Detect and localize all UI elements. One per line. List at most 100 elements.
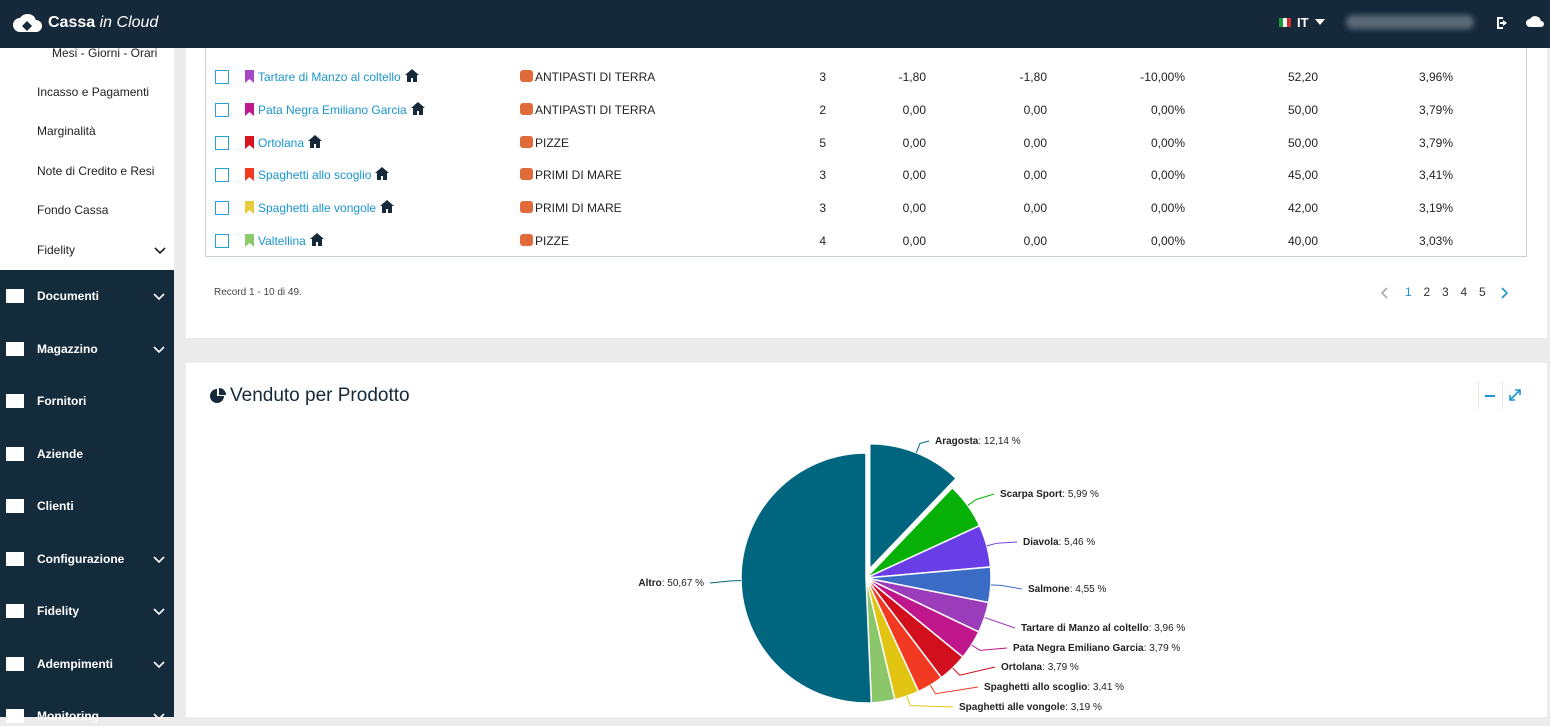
cell-value: 0,00% <box>1150 234 1185 248</box>
cell-value: 45,00 <box>1287 168 1318 183</box>
submenu-item[interactable]: Fidelity <box>37 242 76 257</box>
cell-value: 0,00 <box>902 102 926 117</box>
product-name[interactable]: Ortolana <box>258 135 305 150</box>
menu-item[interactable]: Documenti <box>37 289 100 303</box>
cell-value: 3 <box>819 168 826 183</box>
table-box <box>205 48 1527 257</box>
cell-value: 3 <box>819 201 826 216</box>
cell-value: 0,00 <box>1023 168 1047 183</box>
label-name: Spaghetti alle vongole <box>959 702 1066 713</box>
expand-button[interactable] <box>1509 389 1521 401</box>
cloud-icon[interactable] <box>1526 14 1544 30</box>
product-name[interactable]: Valtellina <box>258 234 306 248</box>
chevron <box>153 608 165 616</box>
chevron-shape <box>154 247 166 254</box>
submenu-item[interactable]: Incasso e Pagamenti <box>37 85 150 99</box>
cell-value: -1,80 <box>898 70 926 84</box>
label-value: 3,96 % <box>1154 623 1185 634</box>
cell-value: 3,96% <box>1418 70 1453 84</box>
cell-value: 0,00 <box>902 201 926 216</box>
label-name: Aragosta <box>935 436 979 447</box>
chevron-shape <box>153 345 165 353</box>
menu-item[interactable]: Adempimenti <box>37 656 114 671</box>
product-name[interactable]: Spaghetti alle vongole <box>258 201 377 216</box>
logout-icon[interactable] <box>1495 15 1511 31</box>
chevron-shape <box>153 293 165 301</box>
menu-icon-shape <box>6 604 24 618</box>
submenu-item[interactable]: Mesi - Giorni - Orari <box>52 46 158 60</box>
page-link[interactable]: 2 <box>1423 285 1431 299</box>
language[interactable]: IT <box>1297 15 1309 30</box>
cell-value: 40,00 <box>1287 234 1318 248</box>
category-icon <box>520 102 533 115</box>
bookmark-shape <box>245 168 254 182</box>
pie-slice <box>868 442 958 571</box>
cell-value: 0,00 <box>902 234 926 248</box>
bookmark-shape <box>245 135 254 149</box>
cell-value: 0,00 <box>1023 102 1047 117</box>
category: PIZZE <box>535 135 570 150</box>
checkbox[interactable] <box>215 70 229 84</box>
menu-item[interactable]: Magazzino <box>37 341 98 356</box>
cell-value: 50,00 <box>1287 135 1318 150</box>
sidebar-menu: Documenti Magazzino Fornitori Aziende Client… <box>0 270 174 723</box>
home-icon-shape <box>380 200 394 214</box>
divider <box>1502 381 1503 409</box>
leader-line <box>915 440 930 453</box>
menu-icon <box>6 604 24 618</box>
submenu-item[interactable]: Note di Credito e Resi <box>37 163 155 178</box>
menu-item[interactable]: Configurazione <box>37 551 125 566</box>
label-separator: : <box>1070 584 1076 595</box>
cell-value: 5 <box>819 135 826 150</box>
checkbox[interactable] <box>215 234 229 248</box>
menu-icon <box>6 499 24 513</box>
menu-item[interactable]: Clienti <box>37 499 74 513</box>
home-icon <box>411 101 425 115</box>
label-name: Tartare di Manzo al coltello <box>1021 623 1149 634</box>
cell-value: 3,79% <box>1418 135 1453 150</box>
category: ANTIPASTI DI TERRA <box>535 102 656 117</box>
cell-value: 0,00 <box>1023 201 1047 216</box>
prev <box>1381 287 1388 299</box>
product-name[interactable]: Tartare di Manzo al coltello <box>258 70 401 84</box>
pie-label: Ortolana: 3,79 % <box>1001 662 1079 673</box>
menu-item[interactable]: Fornitori <box>37 394 87 408</box>
bookmark <box>245 234 254 247</box>
menu-item[interactable]: Fidelity <box>37 604 80 618</box>
page-link[interactable]: 1 <box>1405 285 1412 299</box>
category-icon <box>520 234 533 246</box>
cell-value: 0,00 <box>1023 234 1047 248</box>
checkbox[interactable] <box>215 102 229 117</box>
checkbox[interactable] <box>215 135 229 150</box>
category-icon <box>520 70 533 82</box>
leader-line <box>967 493 995 506</box>
menu-icon-shape <box>6 394 24 408</box>
page-link[interactable]: 4 <box>1460 285 1468 299</box>
submenu-item[interactable]: Fondo Cassa <box>37 203 109 218</box>
checkbox[interactable] <box>215 201 229 216</box>
submenu-item[interactable]: Marginalità <box>37 124 96 139</box>
home-icon <box>405 69 419 82</box>
minimize-button[interactable] <box>1485 395 1495 397</box>
leader-line <box>990 584 1023 590</box>
product-name[interactable]: Spaghetti allo scoglio <box>258 168 372 183</box>
home-icon <box>375 167 389 181</box>
page-link[interactable]: 5 <box>1479 285 1486 299</box>
cell-value: 42,00 <box>1287 201 1318 216</box>
logo-sub: in Cloud <box>99 14 159 31</box>
page-link[interactable]: 3 <box>1442 285 1449 299</box>
cell-value: -1,80 <box>1019 70 1047 84</box>
checkbox[interactable] <box>215 168 229 183</box>
menu-item[interactable]: Aziende <box>37 446 84 461</box>
category-icon <box>520 135 533 148</box>
label-value: 5,99 % <box>1068 489 1099 500</box>
bookmark <box>245 201 254 215</box>
user-blurred[interactable] <box>1346 15 1474 29</box>
label-value: 12,14 % <box>984 436 1021 447</box>
label-value: 3,41 % <box>1093 682 1124 693</box>
pie-label: Aragosta: 12,14 % <box>935 436 1021 447</box>
product-name[interactable]: Pata Negra Emiliano Garcia <box>258 102 407 117</box>
label-name: Spaghetti allo scoglio <box>984 682 1087 693</box>
cell-value: 50,00 <box>1287 102 1318 117</box>
